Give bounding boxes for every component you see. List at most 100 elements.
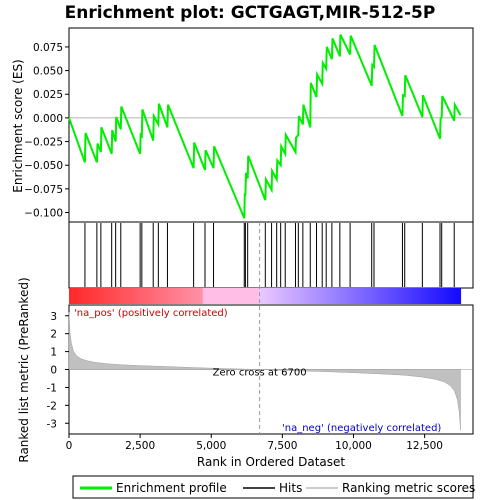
band-segment (78, 288, 83, 304)
band-segment (192, 288, 197, 304)
band-segment (391, 288, 396, 304)
metric-y-tick-label: 2 (50, 329, 57, 341)
band-segment (91, 288, 96, 304)
x-axis-label: Rank in Ordered Dataset (197, 455, 345, 469)
metric-y-tick-label: -3 (47, 418, 57, 430)
band-segment (346, 288, 351, 304)
band-segment (245, 288, 250, 304)
legend: Enrichment profile Hits Ranking metric s… (72, 475, 475, 499)
x-tick-label: 12,500 (406, 440, 443, 452)
band-segment (75, 288, 80, 304)
band-segment (147, 288, 152, 304)
band-segment (274, 288, 279, 304)
hits-marks (84, 223, 455, 287)
band-segment (408, 288, 413, 304)
band-segment (388, 288, 393, 304)
legend-label-profile: Enrichment profile (116, 481, 227, 495)
band-segment (343, 288, 347, 304)
band-segment (72, 288, 77, 304)
band-segment (440, 288, 445, 304)
band-segment (163, 288, 168, 304)
x-tick-label: 2,500 (125, 440, 155, 452)
es-y-tick-label: −0.100 (24, 208, 63, 220)
band-segment (160, 288, 165, 304)
x-tick-label: 10,000 (335, 440, 372, 452)
es-y-tick-label: 0.075 (33, 42, 63, 54)
band-segment (329, 288, 334, 304)
band-segment (303, 288, 308, 304)
band-segment (290, 288, 295, 304)
band-segment (157, 288, 161, 304)
positive-correlation-label: 'na_pos' (positively correlated) (74, 308, 228, 319)
band-segment (144, 288, 148, 304)
metric-y-tick-label: 0 (50, 365, 57, 377)
band-segment (130, 288, 135, 304)
band-segment (121, 288, 126, 304)
legend-label-metric: Ranking metric scores (342, 481, 475, 495)
band-segment (82, 288, 86, 304)
band-segment (196, 288, 201, 304)
band-segment (431, 288, 435, 304)
band-segment (166, 288, 171, 304)
band-segment (225, 288, 230, 304)
band-segment (232, 288, 236, 304)
band-segment (333, 288, 338, 304)
band-segment (336, 288, 341, 304)
band-segment (186, 288, 191, 304)
band-segment (254, 288, 259, 304)
band-segment (153, 288, 158, 304)
band-segment (140, 288, 145, 304)
negative-correlation-label: 'na_neg' (negatively correlated) (282, 423, 441, 434)
band-segment (271, 288, 276, 304)
es-y-tick-label: 0.000 (33, 113, 63, 125)
band-segment (261, 288, 266, 304)
band-segment (424, 288, 429, 304)
band-segment (320, 288, 325, 304)
band-segment (127, 288, 132, 304)
es-y-tick-label: −0.025 (24, 137, 63, 149)
es-y-tick-label: 0.025 (33, 89, 63, 101)
band-segment (189, 288, 194, 304)
band-segment (202, 288, 207, 304)
es-y-axis-label: Enrichment score (ES) (11, 59, 25, 192)
band-segment (437, 288, 442, 304)
band-segment (457, 288, 462, 304)
band-segment (111, 288, 116, 304)
band-segment (326, 288, 331, 304)
es-y-tick-label: 0.050 (33, 66, 63, 78)
band-segment (427, 288, 432, 304)
band-segment (134, 288, 139, 304)
band-segment (150, 288, 155, 304)
band-segment (248, 288, 253, 304)
band-segment (199, 288, 204, 304)
band-segment (281, 288, 285, 304)
band-segment (349, 288, 354, 304)
band-segment (98, 288, 103, 304)
band-segment (170, 288, 174, 304)
band-segment (359, 288, 364, 304)
metric-y-axis: -3 -2 -1 0 1 2 3 (47, 311, 69, 430)
hits-panel (68, 221, 474, 289)
band-segment (215, 288, 220, 304)
metric-y-tick-label: -1 (47, 382, 57, 394)
legend-box (72, 475, 474, 499)
band-segment (418, 288, 422, 304)
band-segment (69, 288, 73, 304)
band-segment (117, 288, 122, 304)
band-segment (258, 288, 263, 304)
band-segment (369, 288, 373, 304)
band-segment (264, 288, 269, 304)
band-segment (251, 288, 256, 304)
band-segment (101, 288, 106, 304)
band-segment (294, 288, 298, 304)
band-segment (401, 288, 406, 304)
band-segment (352, 288, 357, 304)
band-segment (411, 288, 416, 304)
band-segment (300, 288, 305, 304)
band-segment (179, 288, 184, 304)
chart-title: Enrichment plot: GCTGAGT,MIR-512-5P (65, 3, 436, 23)
x-tick-label: 5,000 (196, 440, 226, 452)
band-segment (323, 288, 328, 304)
metric-y-axis-label: Ranked list metric (PreRanked) (17, 277, 31, 462)
